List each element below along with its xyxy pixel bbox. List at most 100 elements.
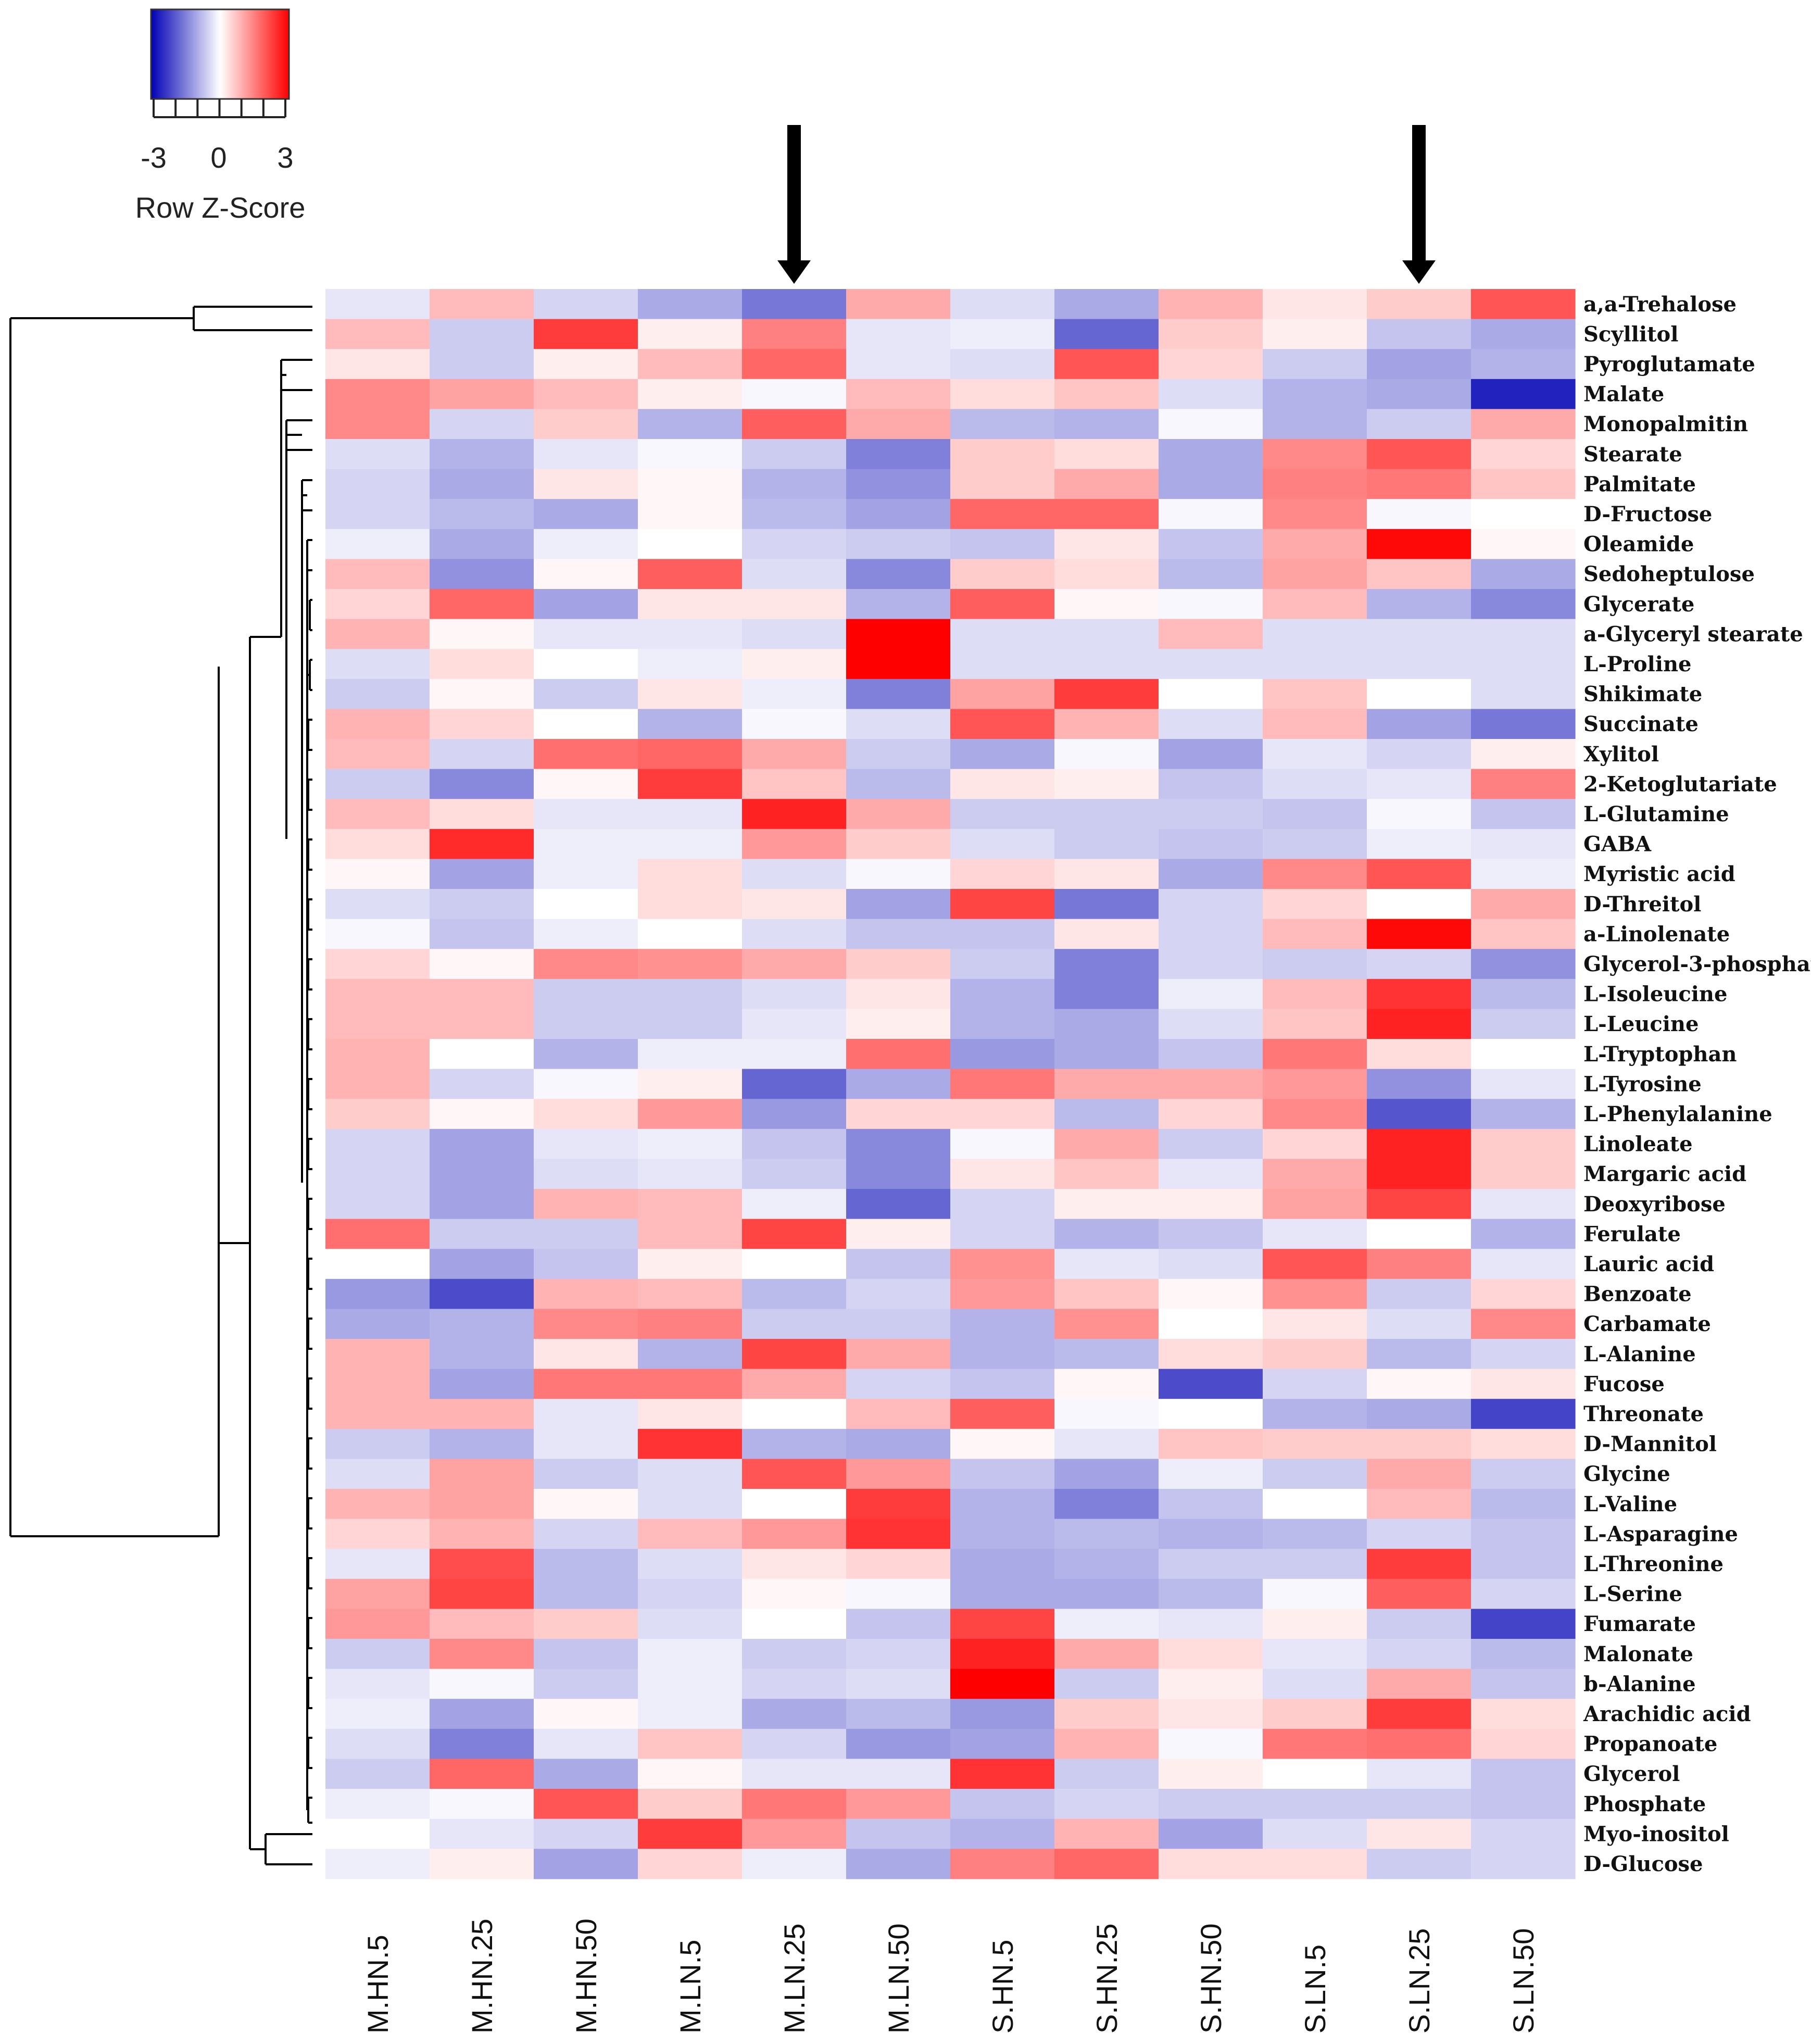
heatmap-cell [1471, 1728, 1576, 1759]
heatmap-cell [1471, 1128, 1576, 1159]
heatmap-cell [325, 769, 430, 799]
heatmap-cell [1263, 1699, 1367, 1729]
heatmap-cell [325, 1339, 430, 1370]
heatmap-cell [430, 1189, 534, 1220]
row-dendrogram [9, 306, 312, 1865]
heatmap-cell [1367, 1069, 1472, 1099]
column-label: M.HN.5 [361, 1935, 394, 2034]
row-label: Glycerate [1583, 592, 1694, 617]
heatmap-cell [430, 289, 534, 320]
heatmap-cell [430, 439, 534, 470]
heatmap-cell [1367, 1699, 1472, 1729]
heatmap-cell [430, 1519, 534, 1549]
heatmap-cell [1471, 1639, 1576, 1670]
heatmap-cell [1471, 1549, 1576, 1579]
row-label: a-Linolenate [1583, 922, 1730, 946]
heatmap-cell [742, 289, 847, 320]
heatmap-cell [325, 1128, 430, 1159]
heatmap-cell [1367, 949, 1472, 980]
heatmap-cell [1054, 829, 1159, 859]
heatmap-cell [1263, 1639, 1367, 1670]
heatmap-cell [638, 1489, 743, 1520]
heatmap-cell [1263, 1009, 1367, 1039]
heatmap-cell [1367, 1099, 1472, 1130]
heatmap-cell [1471, 1099, 1576, 1130]
heatmap-cell [1159, 799, 1263, 830]
heatmap-cell [534, 919, 638, 949]
heatmap-cell [325, 1278, 430, 1309]
heatmap-cell [534, 559, 638, 590]
heatmap-cell [846, 799, 951, 830]
heatmap-cell [1263, 1189, 1367, 1220]
heatmap-cell [325, 1399, 430, 1429]
heatmap-cell [742, 439, 847, 470]
row-label: Scyllitol [1583, 322, 1678, 346]
heatmap-cell [846, 1849, 951, 1879]
heatmap-cell [742, 1699, 847, 1729]
heatmap-cell [742, 679, 847, 709]
heatmap-cell [742, 919, 847, 949]
heatmap-cell [430, 949, 534, 980]
row-label: Malate [1583, 382, 1664, 407]
heatmap-cell [1054, 949, 1159, 980]
heatmap-cell [325, 1039, 430, 1070]
heatmap-cell [846, 289, 951, 320]
heatmap-cell [1159, 439, 1263, 470]
heatmap-cell [846, 1128, 951, 1159]
heatmap-cell [1367, 1549, 1472, 1579]
heatmap-cell [1263, 589, 1367, 620]
heatmap-cell [1263, 1159, 1367, 1189]
heatmap-cell [1367, 1728, 1472, 1759]
heatmap-cell [534, 1278, 638, 1309]
heatmap-cell [950, 1399, 1055, 1429]
heatmap-cell [1367, 439, 1472, 470]
heatmap-cell [325, 649, 430, 680]
heatmap-cell [534, 829, 638, 859]
heatmap-cell [1367, 529, 1472, 559]
heatmap-cell [1054, 769, 1159, 799]
heatmap-cell [430, 1489, 534, 1520]
heatmap-cell [638, 1819, 743, 1849]
row-label: L-Valine [1583, 1492, 1677, 1516]
heatmap-cell [534, 859, 638, 889]
heatmap-cell [1054, 1728, 1159, 1759]
heatmap-cell [1263, 1219, 1367, 1249]
heatmap-cell [638, 829, 743, 859]
heatmap-cell [1054, 499, 1159, 530]
heatmap-cell [1054, 409, 1159, 440]
heatmap-cell [1367, 979, 1472, 1009]
heatmap-cell [742, 1609, 847, 1639]
heatmap-cell [1159, 1339, 1263, 1370]
heatmap-cell [846, 319, 951, 349]
heatmap-cell [534, 709, 638, 739]
heatmap-cell [1263, 709, 1367, 739]
heatmap-cell [430, 829, 534, 859]
heatmap-cell [1367, 289, 1472, 320]
heatmap-cell [1159, 1489, 1263, 1520]
heatmap-cell [534, 1489, 638, 1520]
heatmap-cell [846, 559, 951, 590]
heatmap-cell [325, 1189, 430, 1220]
heatmap-cell [325, 529, 430, 559]
heatmap-cell [846, 739, 951, 770]
heatmap-cell [1367, 1339, 1472, 1370]
heatmap-cell [638, 1428, 743, 1459]
heatmap-cell [325, 1069, 430, 1099]
heatmap-cell [1471, 1309, 1576, 1339]
heatmap-cell [1263, 559, 1367, 590]
heatmap-cell [1054, 439, 1159, 470]
heatmap-cell [1159, 1428, 1263, 1459]
heatmap-cell [1159, 1819, 1263, 1849]
row-label: D-Glucose [1583, 1852, 1703, 1876]
heatmap-cell [1471, 379, 1576, 409]
heatmap-cell [1471, 1609, 1576, 1639]
row-label: Benzoate [1583, 1282, 1692, 1307]
heatmap-cell [950, 1128, 1055, 1159]
heatmap-cell [534, 499, 638, 530]
heatmap-cell [1263, 949, 1367, 980]
heatmap-cell [1367, 589, 1472, 620]
heatmap-cell [846, 859, 951, 889]
row-label: D-Fructose [1583, 502, 1712, 526]
heatmap-cell [534, 799, 638, 830]
